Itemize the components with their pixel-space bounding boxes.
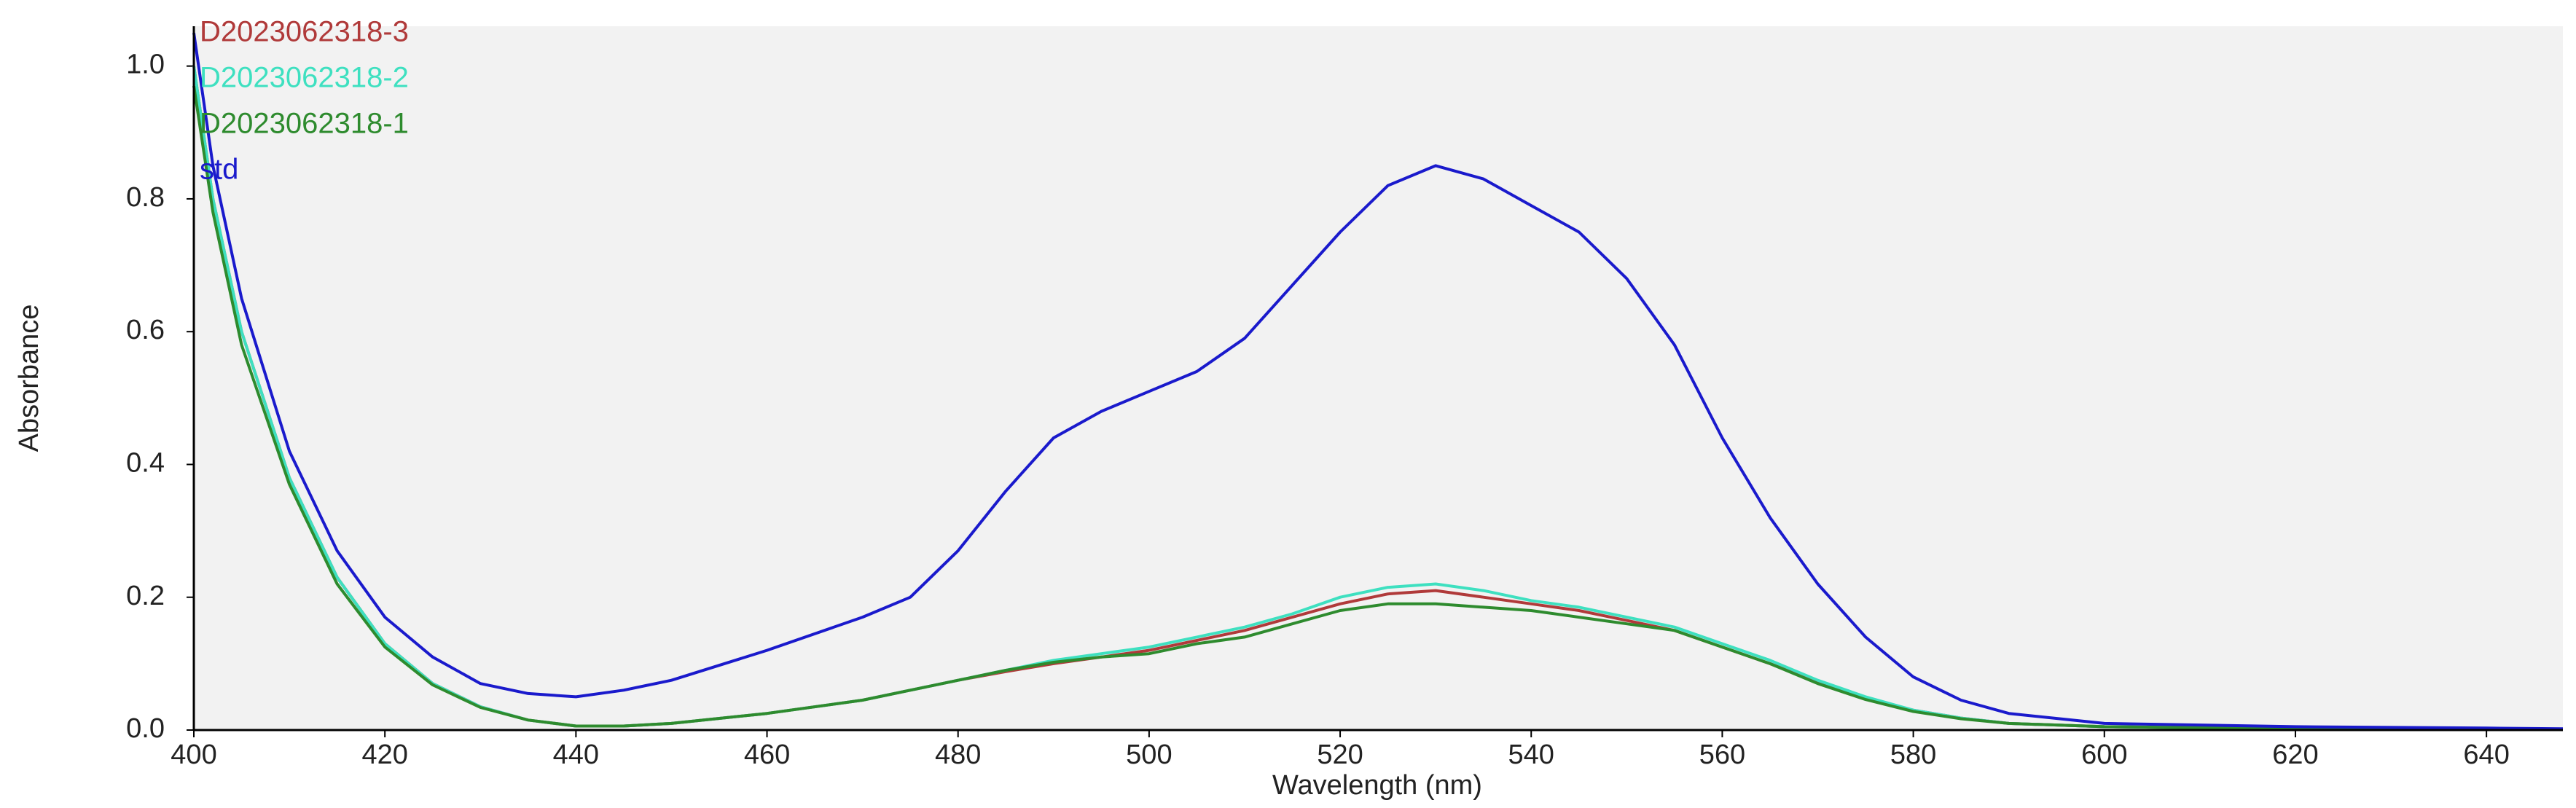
x-tick-label: 440 [553,740,599,770]
x-tick-label: 560 [1699,740,1745,770]
y-tick-label: 0.0 [126,713,165,744]
series-line [192,85,2563,731]
x-tick-label: 600 [2081,740,2127,770]
x-tick-label: 500 [1126,740,1172,770]
x-tick-label: 620 [2272,740,2318,770]
y-tick-label: 0.6 [126,315,165,345]
y-tick-label: 0.4 [126,448,165,479]
legend-label: D2023062318-3 [200,16,409,48]
x-tick-label: 420 [361,740,407,770]
x-tick-label: 400 [171,740,216,770]
x-axis-label: Wavelength (nm) [1272,770,1482,801]
y-tick-label: 0.2 [126,581,165,611]
x-tick-label: 520 [1317,740,1363,770]
x-tick-label: 480 [935,740,981,770]
x-tick-label: 580 [1890,740,1936,770]
legend-label: D2023062318-1 [200,108,409,140]
x-tick-label: 640 [2463,740,2509,770]
plot-background [194,26,2563,730]
y-tick-label: 1.0 [126,50,165,80]
y-tick-label: 0.8 [126,182,165,213]
series-line [192,32,2564,731]
y-axis-label: Absorbance [14,305,44,452]
legend-label: std [200,154,238,186]
x-tick-label: 460 [744,740,790,770]
x-tick-label: 540 [1508,740,1554,770]
legend-label: D2023062318-2 [200,62,409,94]
